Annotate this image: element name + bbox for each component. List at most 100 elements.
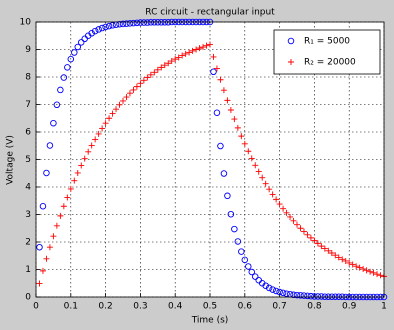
legend-label: R₁ = 5000 [304, 37, 350, 47]
circle-marker [88, 30, 95, 37]
circle-marker [220, 170, 228, 177]
legend-label: R₂ = 20000 [304, 58, 356, 68]
plus-marker [53, 222, 60, 229]
x-tick-label: 0.7 [272, 302, 286, 312]
plus-marker [342, 257, 349, 264]
circle-marker [105, 22, 113, 30]
plus-marker [126, 90, 133, 97]
axes-box [35, 21, 385, 298]
plus-marker [88, 142, 95, 149]
plus-marker [99, 125, 106, 132]
circle-marker [276, 288, 283, 296]
plus-marker [95, 130, 102, 137]
plus-marker [227, 107, 234, 113]
circle-marker [248, 268, 256, 276]
plus-marker [304, 231, 311, 238]
circle-marker [224, 192, 231, 200]
y-tick-label: 0 [25, 293, 31, 303]
y-tick-label: 8 [25, 73, 31, 83]
legend-box [273, 29, 381, 75]
plus-marker [161, 62, 168, 69]
plus-marker [120, 97, 126, 104]
x-tick-label: 0.2 [98, 302, 112, 312]
plus-marker [290, 217, 297, 224]
plus-marker [92, 136, 99, 143]
circle-marker [71, 49, 78, 56]
plus-marker [276, 201, 283, 208]
x-tick-label: 0.1 [64, 302, 78, 312]
plus-marker [297, 225, 304, 232]
y-tick-label: 1 [25, 265, 31, 275]
plus-marker [363, 267, 370, 274]
circle-marker [210, 68, 217, 76]
plus-marker [353, 263, 360, 270]
plus-marker [220, 87, 227, 94]
circle-marker [234, 238, 242, 245]
plus-marker [335, 254, 342, 261]
plus-marker [210, 53, 217, 60]
plus-marker [294, 221, 300, 228]
plus-marker [238, 133, 245, 140]
plus-marker [116, 101, 123, 108]
circle-marker [64, 64, 71, 71]
plus-marker [81, 155, 88, 162]
circle-marker [98, 24, 106, 32]
circle-marker [91, 27, 99, 35]
circle-marker [300, 292, 308, 299]
plus-marker [283, 209, 290, 216]
plus-marker [339, 256, 346, 263]
circle-marker [67, 55, 75, 63]
circle-marker [265, 284, 273, 292]
circle-marker [133, 19, 141, 27]
circle-marker [251, 273, 259, 280]
plus-marker [60, 203, 67, 210]
plus-marker [262, 180, 269, 187]
plus-marker [287, 213, 294, 220]
plus-marker [307, 234, 314, 241]
circle-marker [213, 109, 221, 116]
circle-marker [304, 292, 311, 300]
plus-marker [234, 124, 241, 131]
y-tick-label: 5 [25, 155, 31, 165]
plus-marker [137, 80, 144, 87]
circle-marker [123, 20, 130, 27]
y-tick-label: 6 [25, 128, 31, 138]
plus-marker [172, 56, 179, 63]
plus-marker [311, 237, 318, 244]
circle-marker [36, 243, 43, 251]
circle-marker [245, 263, 252, 270]
plus-marker [266, 186, 273, 193]
circle-marker [60, 74, 68, 81]
circle-marker [130, 19, 137, 27]
circle-marker [318, 293, 325, 300]
x-tick-label: 0.9 [342, 302, 357, 312]
plus-marker [106, 115, 113, 122]
circle-marker [116, 20, 123, 28]
plus-marker [179, 52, 186, 59]
plus-marker [140, 77, 147, 84]
plus-marker [78, 162, 85, 169]
circle-marker [39, 202, 47, 210]
plus-marker [377, 272, 384, 279]
plus-marker [46, 244, 53, 251]
x-tick-label: 1 [381, 302, 387, 312]
plus-marker [158, 64, 165, 71]
y-tick-label: 3 [25, 210, 31, 220]
plus-marker [193, 46, 200, 53]
circle-marker [119, 20, 127, 28]
plus-marker [325, 247, 332, 254]
plus-marker [314, 240, 321, 247]
x-axis-label: Time (s) [191, 316, 229, 326]
circle-marker [314, 293, 322, 300]
circle-marker [269, 286, 276, 293]
plus-marker [217, 76, 224, 83]
plus-marker [255, 168, 262, 175]
plus-marker [151, 69, 158, 76]
plus-marker [43, 255, 50, 262]
plus-marker [207, 41, 213, 48]
circle-marker [95, 26, 102, 33]
plus-marker [196, 45, 203, 52]
circle-marker [217, 142, 224, 150]
circle-marker [307, 292, 315, 300]
y-tick-label: 9 [25, 45, 31, 55]
